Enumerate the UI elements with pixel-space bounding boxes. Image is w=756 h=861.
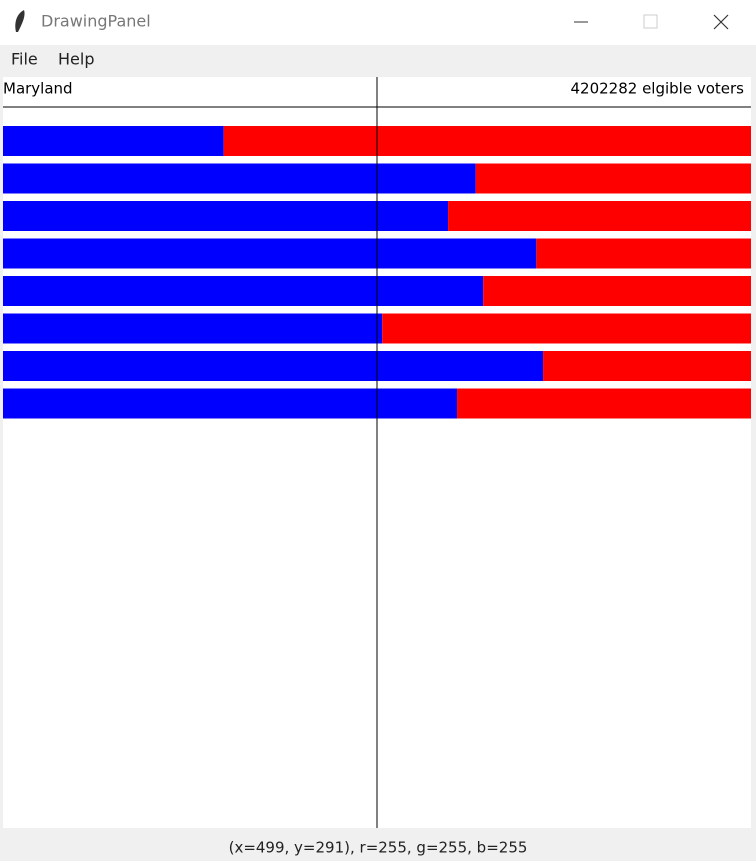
voter-count: 4202282 elgible voters (571, 80, 745, 98)
app-icon (15, 10, 25, 32)
blue-bar (3, 313, 383, 344)
title-bar (0, 0, 756, 45)
red-bar (536, 238, 751, 269)
red-bar (382, 313, 751, 344)
blue-bar (3, 388, 458, 419)
window-title: DrawingPanel (41, 12, 151, 31)
red-bar (475, 163, 751, 194)
blue-bar (3, 163, 476, 194)
blue-bar (3, 276, 484, 306)
red-bar (223, 126, 751, 156)
blue-bar (3, 126, 224, 156)
menu-item[interactable]: File (11, 50, 38, 69)
blue-bar (3, 351, 544, 381)
close-button[interactable] (713, 14, 729, 30)
red-bar (543, 351, 751, 381)
red-bar (448, 201, 751, 231)
red-bar (483, 276, 751, 306)
state-name: Maryland (3, 80, 73, 98)
blue-bar (3, 201, 449, 231)
maximize-button[interactable] (643, 14, 658, 29)
red-bar (457, 388, 751, 419)
menu-item[interactable]: Help (58, 50, 94, 69)
blue-bar (3, 238, 537, 269)
status-bar: (x=499, y=291), r=255, g=255, b=255 (229, 839, 528, 857)
